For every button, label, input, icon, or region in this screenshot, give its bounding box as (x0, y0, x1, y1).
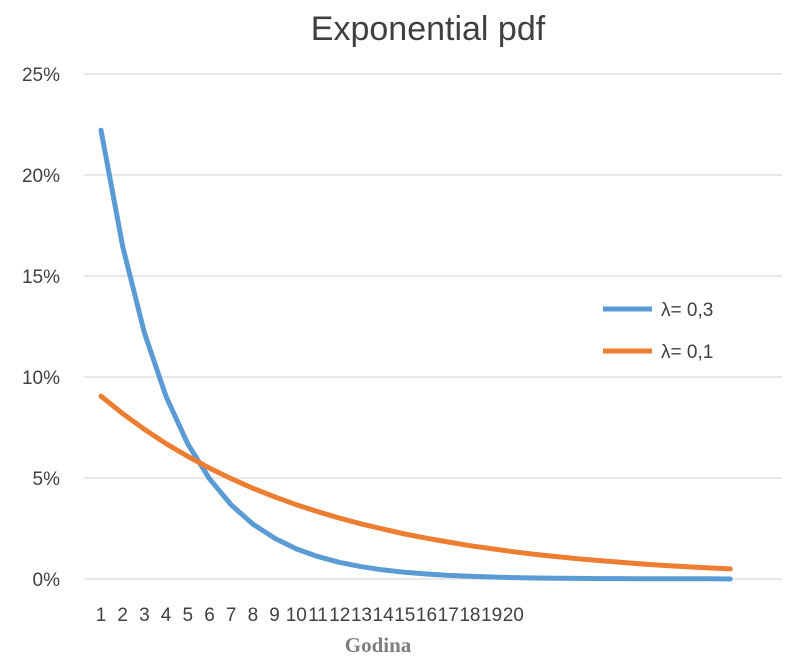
x-axis-ticks: 1 2 3 4 5 6 7 8 9 10 11 12 13 14 15 16 17 18 19 20 (96, 605, 524, 626)
legend-label: λ= 0,3 (661, 300, 713, 321)
x-tick-label: 14 (373, 605, 395, 626)
x-tick-label: 19 (481, 605, 502, 626)
legend: λ= 0,3 λ= 0,1 (603, 300, 713, 363)
x-tick-label: 5 (183, 605, 194, 626)
x-tick-label: 2 (117, 605, 128, 626)
x-tick-label: 4 (161, 605, 172, 626)
x-tick-label: 9 (269, 605, 280, 626)
series-line-1 (98, 127, 733, 582)
x-tick-label: 7 (226, 605, 237, 626)
y-axis-ticks: 0% 5% 10% 15% 20% 25% (22, 65, 60, 591)
y-tick-label: 25% (22, 65, 60, 86)
x-tick-label: 1 (96, 605, 107, 626)
x-tick-label: 16 (416, 605, 437, 626)
y-tick-label: 0% (33, 570, 61, 591)
x-tick-label: 12 (329, 605, 350, 626)
x-tick-label: 18 (459, 605, 480, 626)
x-tick-label: 20 (503, 605, 524, 626)
y-tick-label: 10% (22, 368, 60, 389)
x-tick-label: 13 (351, 605, 372, 626)
x-tick-label: 10 (286, 605, 307, 626)
series-line-2 (98, 393, 733, 572)
x-tick-label: 3 (139, 605, 150, 626)
x-tick-label: 15 (394, 605, 415, 626)
gridlines (84, 73, 782, 580)
y-tick-label: 15% (22, 267, 60, 288)
x-tick-label: 6 (204, 605, 215, 626)
x-tick-label: 11 (308, 605, 328, 626)
legend-label: λ= 0,1 (661, 342, 713, 363)
y-tick-label: 20% (22, 166, 60, 187)
chart-title: Exponential pdf (311, 10, 546, 48)
series-lines (98, 127, 733, 582)
x-tick-label: 17 (438, 605, 459, 626)
x-axis-label: Godina (345, 633, 412, 656)
y-tick-label: 5% (33, 469, 61, 490)
x-tick-label: 8 (248, 605, 259, 626)
